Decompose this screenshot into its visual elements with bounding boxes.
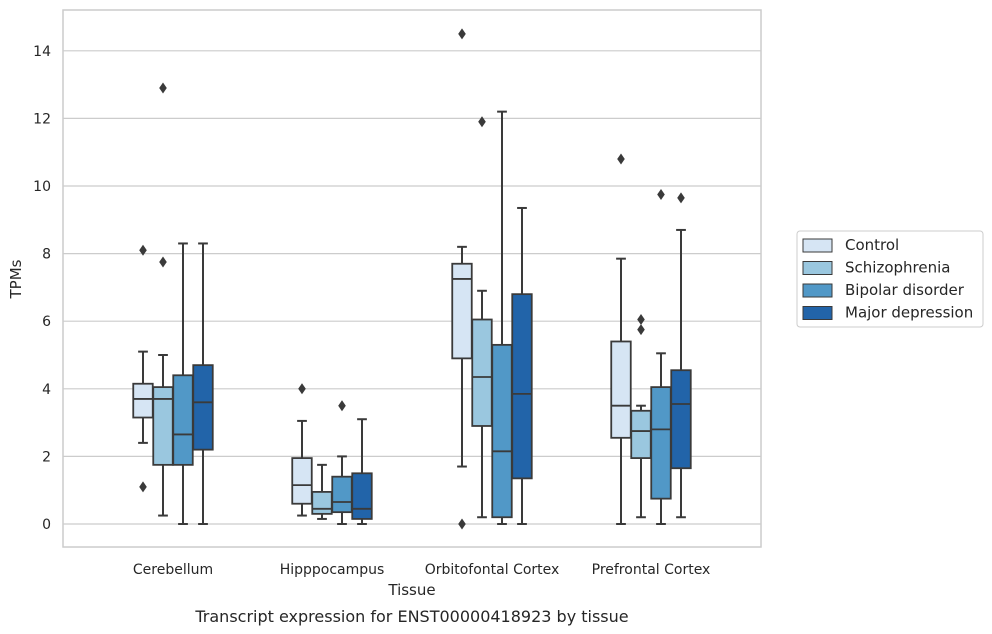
legend-label: Control bbox=[845, 236, 899, 254]
y-tick-label: 14 bbox=[33, 44, 51, 60]
box-body bbox=[451, 262, 473, 360]
outlier-point bbox=[159, 82, 167, 94]
y-tick-label: 2 bbox=[42, 449, 51, 465]
x-tick-labels: Cerebellum Hipppocampus Orbitofontal Corte… bbox=[133, 562, 710, 578]
outlier-point bbox=[298, 383, 306, 395]
box-prefrontal-cortex-major-depression bbox=[670, 192, 692, 519]
x-tick-label: Hipppocampus bbox=[280, 562, 385, 578]
outlier-point bbox=[458, 518, 466, 530]
box-prefrontal-cortex-schizophrenia bbox=[630, 314, 652, 519]
legend-swatch bbox=[802, 261, 833, 275]
legend-swatch bbox=[802, 306, 833, 320]
y-axis-title: TPMs bbox=[7, 259, 25, 299]
legend-swatch bbox=[802, 238, 833, 253]
y-tick-label: 4 bbox=[42, 382, 51, 398]
box-orbitofontal-cortex-bipolar-disorder bbox=[491, 110, 513, 525]
box-cerebellum-schizophrenia bbox=[152, 82, 174, 517]
outlier-point bbox=[677, 192, 685, 204]
box-body bbox=[132, 382, 154, 419]
y-tick-label: 12 bbox=[33, 111, 51, 127]
outlier-point bbox=[657, 188, 665, 200]
box-hipppocampus-control bbox=[291, 383, 313, 517]
chart-caption: Transcript expression for ENST0000041892… bbox=[194, 607, 628, 626]
y-tick-labels: 0 2 4 6 8 10 12 14 bbox=[33, 44, 51, 533]
box-body bbox=[491, 343, 513, 519]
box-cerebellum-bipolar-disorder bbox=[172, 242, 194, 525]
box-body bbox=[610, 340, 632, 439]
box-body bbox=[331, 475, 353, 514]
legend-frame bbox=[796, 230, 984, 328]
box-hipppocampus-bipolar-disorder bbox=[331, 400, 353, 525]
legend-label: Schizophrenia bbox=[845, 259, 950, 277]
x-axis-title: Tissue bbox=[387, 581, 435, 599]
outlier-point bbox=[139, 481, 147, 493]
box-body bbox=[172, 374, 194, 466]
outlier-point bbox=[458, 28, 466, 40]
legend-label: Major depression bbox=[845, 304, 973, 322]
box-groups bbox=[132, 28, 692, 530]
y-tick-label: 10 bbox=[33, 179, 51, 195]
box-cerebellum-major-depression bbox=[192, 242, 214, 525]
box-orbitofontal-cortex-schizophrenia bbox=[471, 116, 493, 519]
legend-label: Bipolar disorder bbox=[845, 281, 965, 299]
outlier-point bbox=[159, 256, 167, 268]
box-cerebellum-control bbox=[132, 244, 154, 493]
y-tick-label: 8 bbox=[42, 247, 51, 263]
box-prefrontal-cortex-bipolar-disorder bbox=[650, 188, 672, 525]
outlier-point bbox=[139, 244, 147, 256]
box-hipppocampus-major-depression bbox=[351, 418, 373, 525]
y-tick-label: 6 bbox=[42, 314, 51, 330]
outlier-point bbox=[338, 400, 346, 412]
box-body bbox=[311, 490, 333, 515]
x-tick-label: Cerebellum bbox=[133, 562, 213, 578]
box-body bbox=[192, 364, 214, 451]
legend: Control Schizophrenia Bipolar disorder Majo… bbox=[796, 230, 984, 328]
box-hipppocampus-schizophrenia bbox=[311, 463, 333, 520]
x-tick-label: Orbitofontal Cortex bbox=[425, 562, 560, 578]
box-prefrontal-cortex-control bbox=[610, 153, 632, 525]
legend-swatch bbox=[802, 283, 833, 298]
legend-items: Control Schizophrenia Bipolar disorder Majo… bbox=[802, 236, 973, 322]
box-body bbox=[291, 457, 313, 505]
outlier-point bbox=[617, 153, 625, 165]
box-body bbox=[471, 318, 493, 427]
box-body bbox=[511, 293, 533, 480]
outlier-point bbox=[637, 314, 645, 326]
box-body bbox=[630, 409, 652, 459]
outlier-point bbox=[478, 116, 486, 128]
y-tick-label: 0 bbox=[42, 517, 51, 533]
box-body bbox=[670, 369, 692, 470]
x-tick-label: Prefrontal Cortex bbox=[592, 562, 711, 578]
plot-frame bbox=[62, 9, 762, 548]
box-orbitofontal-cortex-control bbox=[451, 28, 473, 530]
box-body bbox=[650, 386, 672, 500]
box-orbitofontal-cortex-major-depression bbox=[511, 206, 533, 525]
box-body bbox=[351, 472, 373, 520]
outlier-point bbox=[637, 324, 645, 336]
